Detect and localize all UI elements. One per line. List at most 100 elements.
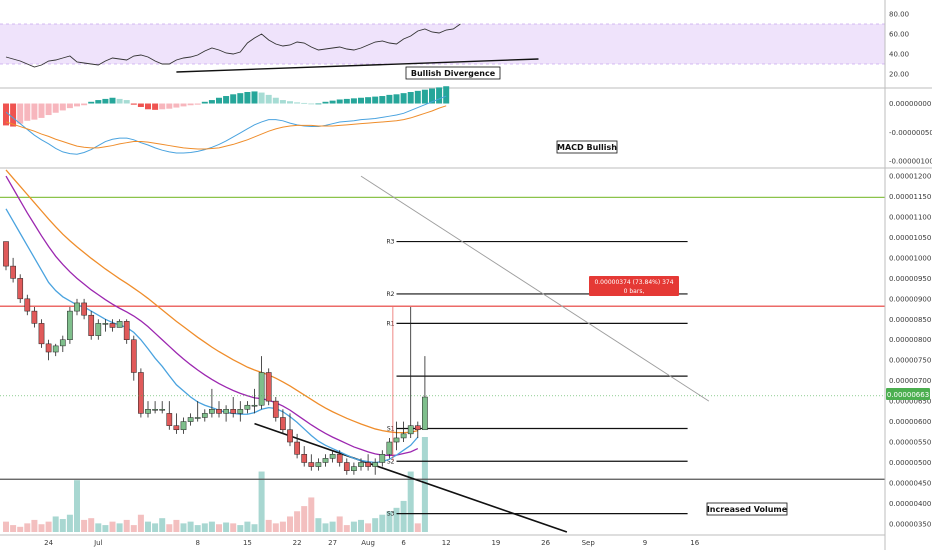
candle-body: [230, 409, 237, 414]
measure-tooltip: 0.00000374 (73.84%) 374 0 bars,: [589, 276, 679, 296]
volume-bar: [308, 497, 315, 532]
macd-histogram-bar: [436, 87, 443, 104]
time-tick-label: 22: [293, 539, 302, 547]
candle-body: [95, 323, 102, 336]
volume-bar: [365, 523, 372, 532]
volume-bar: [152, 523, 159, 532]
macd-histogram-bar: [130, 103, 137, 105]
time-tick-label: 24: [44, 539, 53, 547]
rsi-tick-label: 80.00: [889, 11, 909, 19]
macd-histogram-bar: [365, 97, 372, 104]
candle-body: [386, 441, 393, 455]
macd-histogram-bar: [386, 94, 393, 104]
price-tick-label: 0.00000550: [889, 439, 931, 447]
candle-body: [272, 400, 279, 418]
macd-histogram-bar: [180, 103, 187, 107]
trendline: [254, 422, 568, 533]
volume-bar: [251, 524, 258, 532]
candle-body: [223, 409, 229, 414]
price-panel: R3 R2 R1 S1 S2 S3: [0, 169, 885, 533]
candle-body: [38, 323, 45, 345]
measure-tooltip-line1: 0.00000374 (73.84%) 374: [594, 279, 673, 286]
macd-histogram-bar: [74, 103, 80, 107]
candle-body: [59, 339, 66, 347]
macd-histogram-bar: [159, 103, 166, 110]
macd-histogram-bar: [244, 92, 251, 104]
macd-histogram-bar: [429, 88, 435, 104]
volume-bar: [95, 523, 102, 532]
candle-body: [265, 372, 272, 402]
macd-histogram-bar: [237, 93, 244, 104]
macd-histogram-bar: [279, 100, 286, 104]
candle-body: [379, 454, 386, 463]
candle-body: [301, 454, 308, 463]
volume-bar: [130, 525, 137, 532]
volume-bar: [237, 525, 244, 532]
macd-histogram-bar: [223, 96, 230, 104]
last-price-value: 0.00000663: [887, 391, 929, 399]
candle-body: [329, 454, 336, 459]
candle-body: [88, 314, 95, 336]
macd-histogram-bar: [17, 103, 24, 124]
macd-histogram-bar: [52, 103, 59, 113]
volume-bar: [38, 524, 45, 532]
candle-body: [343, 462, 350, 471]
pivot-label: S2: [387, 458, 395, 465]
macd-histogram-bar: [350, 98, 357, 104]
candle-body: [372, 462, 379, 467]
time-tick-label: 12: [442, 539, 451, 547]
candle-body: [102, 323, 109, 325]
price-axis[interactable]: 80.00 60.00 40.00 20.00 0.00000000 -0.0000005…: [884, 0, 932, 550]
macd-tick-label: -0.00000050: [889, 129, 932, 137]
price-tick-label: 0.00000500: [889, 459, 931, 467]
candle-body: [251, 404, 258, 407]
price-tick-label: 0.00000750: [889, 357, 931, 365]
time-tick-label: 16: [690, 539, 699, 547]
macd-histogram-bar: [137, 103, 144, 107]
candle-body: [116, 321, 123, 328]
volume-bar: [109, 521, 116, 532]
price-tick-label: 0.00001200: [889, 173, 931, 181]
candle-body: [244, 404, 251, 410]
volume-bar: [343, 525, 350, 532]
macd-histogram-bar: [31, 103, 38, 120]
macd-histogram-bar: [81, 103, 88, 106]
volume-bar: [287, 516, 293, 532]
volume-bar: [322, 523, 329, 532]
candle-body: [109, 323, 116, 328]
macd-histogram-bar: [421, 89, 428, 104]
volume-bar: [230, 523, 237, 532]
price-tick-label: 0.00000850: [889, 316, 931, 324]
macd-histogram-bar: [258, 92, 265, 104]
macd-histogram-bar: [216, 97, 222, 104]
candle-body: [336, 454, 343, 463]
volume-bar: [414, 523, 421, 532]
volume-bar: [201, 523, 208, 532]
volume-bar: [393, 507, 400, 532]
candle-body: [209, 409, 215, 414]
volume-bar: [180, 523, 187, 532]
price-tick-label: 0.00001100: [889, 214, 931, 222]
macd-histogram-bar: [265, 94, 272, 104]
macd-histogram-bar: [116, 98, 123, 104]
volume-bar: [294, 511, 301, 532]
macd-histogram-bar: [152, 103, 159, 110]
macd-histogram-bar: [343, 98, 350, 104]
macd-histogram-bar: [358, 97, 364, 104]
macd-histogram-bar: [379, 96, 386, 104]
macd-histogram-bar: [123, 100, 130, 104]
volume-bar: [145, 521, 151, 532]
macd-annotation-label: MACD Bullish: [557, 143, 617, 152]
macd-histogram-bar: [95, 100, 102, 104]
candle-body: [166, 413, 173, 426]
macd-panel: [0, 86, 932, 169]
candle-body: [145, 409, 151, 414]
candle-body: [351, 466, 357, 471]
rsi-panel: [0, 23, 932, 89]
time-axis[interactable]: 24 Jul 8 15 22 27 Aug 6 12 19 26 Sep 9 16: [0, 534, 885, 547]
time-tick-label: 15: [243, 539, 252, 547]
volume-bar: [279, 521, 286, 532]
volume-bar: [350, 521, 357, 532]
